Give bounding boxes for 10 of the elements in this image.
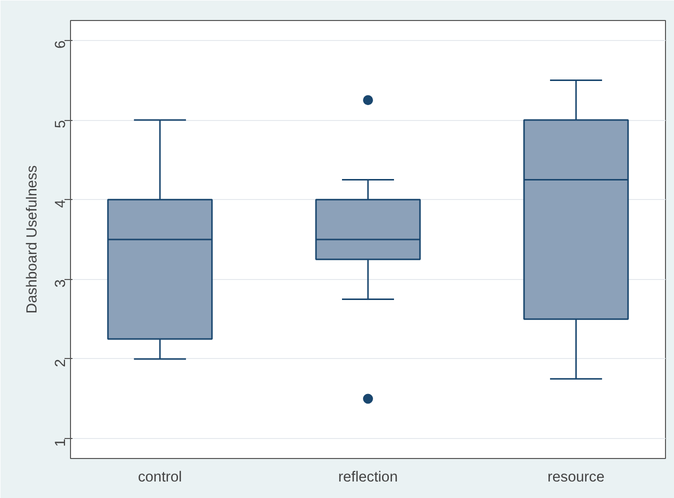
x-tick-label: control [138, 470, 182, 486]
y-tick-label: 3 [53, 279, 69, 288]
y-tick-label: 2 [53, 358, 69, 368]
x-tick-label: resource [548, 470, 605, 486]
y-axis-title: Dashboard Usefulness [24, 165, 40, 314]
y-tick-label: 4 [53, 200, 69, 208]
x-tick-label: reflection [338, 470, 398, 486]
y-tick-label: 6 [53, 40, 69, 49]
y-tick-label: 1 [53, 438, 69, 447]
y-tick-label: 5 [53, 120, 69, 128]
